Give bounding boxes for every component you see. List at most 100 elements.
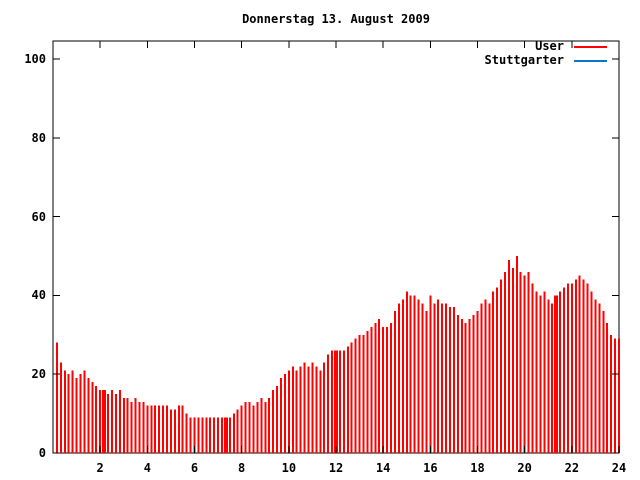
- bar: [354, 338, 357, 453]
- bar: [472, 315, 475, 453]
- bar: [217, 417, 220, 453]
- x-tick-label: 24: [611, 461, 627, 475]
- bar: [574, 279, 577, 453]
- bar: [79, 374, 82, 453]
- bar: [311, 362, 314, 453]
- x-tick-label: 16: [423, 461, 438, 475]
- bar: [67, 374, 70, 453]
- bar: [476, 311, 479, 453]
- y-tick-label: 40: [31, 288, 46, 303]
- bar: [107, 393, 109, 453]
- bar: [223, 417, 228, 453]
- bar: [102, 390, 107, 453]
- bar: [441, 303, 444, 453]
- bar: [394, 311, 396, 453]
- bar: [295, 370, 298, 453]
- bar: [413, 295, 416, 453]
- bar: [315, 366, 318, 453]
- legend-line-stuttgarter-sample: [574, 59, 607, 62]
- bar: [256, 401, 259, 453]
- bar: [126, 397, 129, 453]
- bar: [299, 366, 302, 453]
- bar: [563, 287, 565, 453]
- bar: [421, 303, 424, 453]
- bar: [362, 334, 365, 453]
- bar: [429, 295, 432, 453]
- bar: [523, 275, 526, 453]
- bar: [401, 299, 404, 453]
- x-tick-label: 20: [517, 461, 532, 475]
- legend-label-stuttgarter: Stuttgarter: [484, 53, 564, 67]
- x-tick-label: 14: [375, 461, 391, 475]
- bar: [590, 291, 593, 453]
- bar: [527, 271, 530, 453]
- bar: [319, 370, 322, 453]
- bar: [598, 303, 601, 453]
- bar: [618, 338, 620, 453]
- bar: [535, 291, 538, 453]
- x-tick-label: 22: [564, 461, 580, 475]
- bar: [134, 397, 137, 453]
- bar: [484, 299, 487, 453]
- bar: [291, 366, 294, 453]
- bar: [146, 405, 149, 453]
- bar: [460, 319, 463, 453]
- bar: [213, 417, 216, 453]
- bar: [445, 303, 448, 453]
- bar: [468, 319, 471, 453]
- bar: [327, 354, 330, 453]
- bar: [177, 405, 180, 453]
- bar: [610, 334, 613, 453]
- bar: [543, 291, 546, 453]
- bar: [570, 283, 573, 453]
- bar: [500, 279, 503, 453]
- bar: [71, 370, 74, 453]
- legend-label-user: User: [535, 39, 564, 53]
- bar: [449, 307, 451, 453]
- bar: [91, 382, 94, 453]
- bar: [334, 350, 338, 453]
- bar: [138, 401, 141, 453]
- bar: [228, 417, 231, 453]
- bar: [547, 299, 550, 453]
- bar: [307, 366, 310, 453]
- bar: [268, 397, 271, 453]
- bar: [504, 271, 506, 453]
- bar: [531, 283, 534, 453]
- bar: [221, 417, 223, 453]
- bar: [566, 283, 569, 453]
- bar: [606, 323, 609, 453]
- bar: [456, 315, 459, 453]
- bar: [248, 401, 251, 453]
- bar: [303, 362, 306, 453]
- y-tick-label: 80: [31, 130, 46, 145]
- bar: [197, 417, 200, 453]
- bar: [492, 291, 495, 453]
- bar: [366, 330, 369, 453]
- bar: [181, 405, 184, 453]
- legend-row-user: User: [535, 39, 607, 53]
- bar: [511, 267, 514, 453]
- chart-title: Donnerstag 13. August 2009: [242, 12, 430, 26]
- bar: [507, 259, 510, 453]
- bar: [169, 409, 172, 453]
- bar: [150, 405, 153, 453]
- legend: User Stuttgarter: [484, 39, 607, 67]
- bar: [614, 338, 617, 453]
- x-tick-label: 10: [281, 461, 297, 475]
- x-tick-label: 8: [238, 461, 246, 475]
- bar: [519, 271, 522, 453]
- bar: [346, 346, 349, 453]
- legend-row-stuttgarter: Stuttgarter: [484, 53, 607, 67]
- bar: [464, 323, 467, 453]
- bar: [63, 370, 66, 453]
- bar: [114, 393, 117, 453]
- bar: [209, 417, 212, 453]
- bar: [397, 303, 400, 453]
- x-tick-label: 6: [190, 461, 199, 475]
- bar: [515, 256, 518, 453]
- bar: [111, 390, 113, 453]
- y-tick-label: 100: [24, 52, 46, 66]
- bar: [582, 279, 585, 453]
